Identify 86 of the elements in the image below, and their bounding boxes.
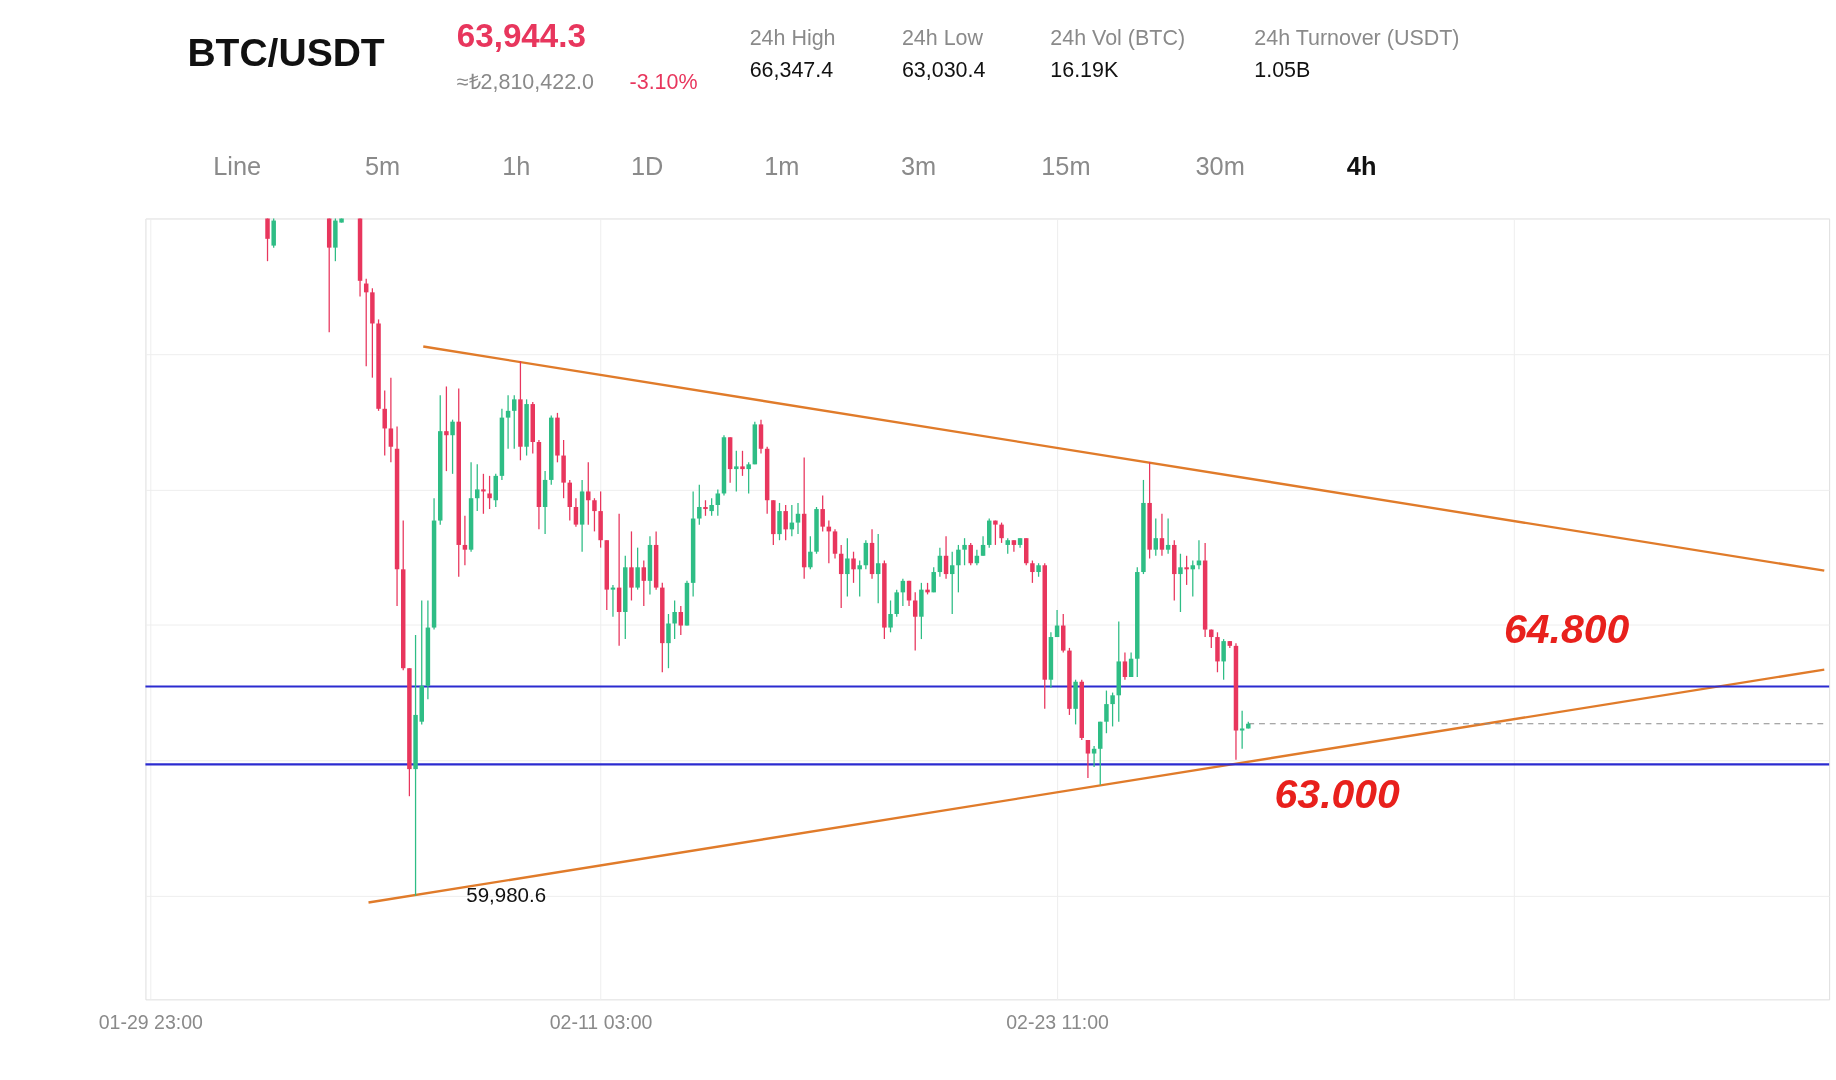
candlestick [993, 519, 998, 546]
candlestick [740, 450, 745, 477]
candlestick [382, 389, 387, 457]
candlestick [1030, 559, 1035, 584]
candlestick [734, 450, 739, 493]
candlestick [641, 559, 647, 607]
annotation: 59,980.6 [466, 882, 547, 906]
candlestick [512, 394, 517, 450]
text: 66,347.4 [749, 57, 834, 82]
candlestick [808, 535, 813, 570]
candlestick [1011, 539, 1017, 553]
candlestick [968, 542, 973, 566]
candlestick [949, 551, 955, 615]
candlestick [795, 502, 801, 535]
candlestick [1110, 691, 1115, 728]
text: 1m [764, 151, 800, 180]
candlestick [875, 533, 881, 604]
candlestick [777, 502, 782, 541]
candlestick [1085, 739, 1091, 779]
candlestick [1184, 555, 1189, 586]
candlestick [956, 544, 961, 593]
candlestick [962, 537, 967, 566]
text: -3.10% [629, 69, 698, 94]
text: 1h [502, 151, 531, 180]
candlestick [678, 605, 684, 636]
candlestick [1221, 638, 1226, 681]
text: 24h Turnover (USDT) [1254, 25, 1460, 50]
candlestick [444, 385, 449, 472]
candlestick [1159, 513, 1165, 557]
text: 24h Low [901, 25, 984, 50]
text: Line [213, 151, 262, 180]
annotation: 63.000 [1274, 771, 1401, 818]
candlestick [462, 515, 468, 566]
text: 15m [1041, 151, 1091, 180]
candlestick [586, 461, 591, 526]
x-tick-label: 01-29 23:00 [98, 1011, 204, 1034]
candlestick [1104, 689, 1109, 734]
candlestick [912, 591, 918, 652]
text: 63,030.4 [901, 57, 986, 82]
text: 16.19K [1050, 57, 1119, 82]
candlestick [845, 537, 850, 598]
text: 4h [1346, 151, 1377, 180]
candlestick [475, 463, 480, 512]
text: 30m [1195, 151, 1245, 180]
candlestick [832, 528, 838, 560]
candlestick [999, 521, 1004, 544]
x-tick-label: 02-11 03:00 [549, 1011, 653, 1034]
candlestick [697, 484, 702, 526]
text: 24h High [749, 25, 836, 50]
candlestick [1178, 553, 1183, 613]
text: 24h Vol (BTC) [1050, 25, 1186, 50]
candlestick [481, 473, 486, 515]
candlestick [573, 497, 579, 528]
candlestick [894, 589, 899, 618]
candlestick [820, 494, 825, 533]
candlestick [851, 551, 856, 584]
text: 63,944.3 [456, 16, 586, 54]
candlestick [746, 461, 751, 495]
candlestick [666, 613, 671, 669]
candlestick [629, 530, 634, 602]
annotation: 64.800 [1503, 606, 1630, 653]
text: 3m [900, 151, 937, 180]
candlestick [635, 547, 640, 591]
text: 1.05B [1254, 57, 1311, 82]
text: 5m [365, 151, 401, 180]
candlestick [487, 475, 492, 510]
chart-title: BTC/USDT [187, 31, 385, 75]
candlestick [1091, 745, 1097, 768]
candlestick [450, 419, 455, 475]
candlestick [505, 394, 511, 450]
candlestick [1122, 651, 1128, 681]
x-tick-label: 02-23 11:00 [1006, 1011, 1110, 1034]
candlestick [1165, 517, 1171, 555]
candlestick [592, 497, 597, 533]
candlestick [672, 599, 677, 640]
text: ≈₺2,810,422.0 [456, 69, 595, 94]
candlestick [857, 559, 862, 598]
candlestick [783, 504, 788, 541]
candlestick [931, 566, 936, 593]
candlestick [888, 599, 893, 633]
candlestick [980, 535, 986, 557]
text: 1D [630, 151, 664, 180]
candlestick [1153, 517, 1159, 557]
candlestick [1239, 710, 1245, 750]
candlestick [715, 488, 721, 517]
candlestick [388, 377, 394, 463]
